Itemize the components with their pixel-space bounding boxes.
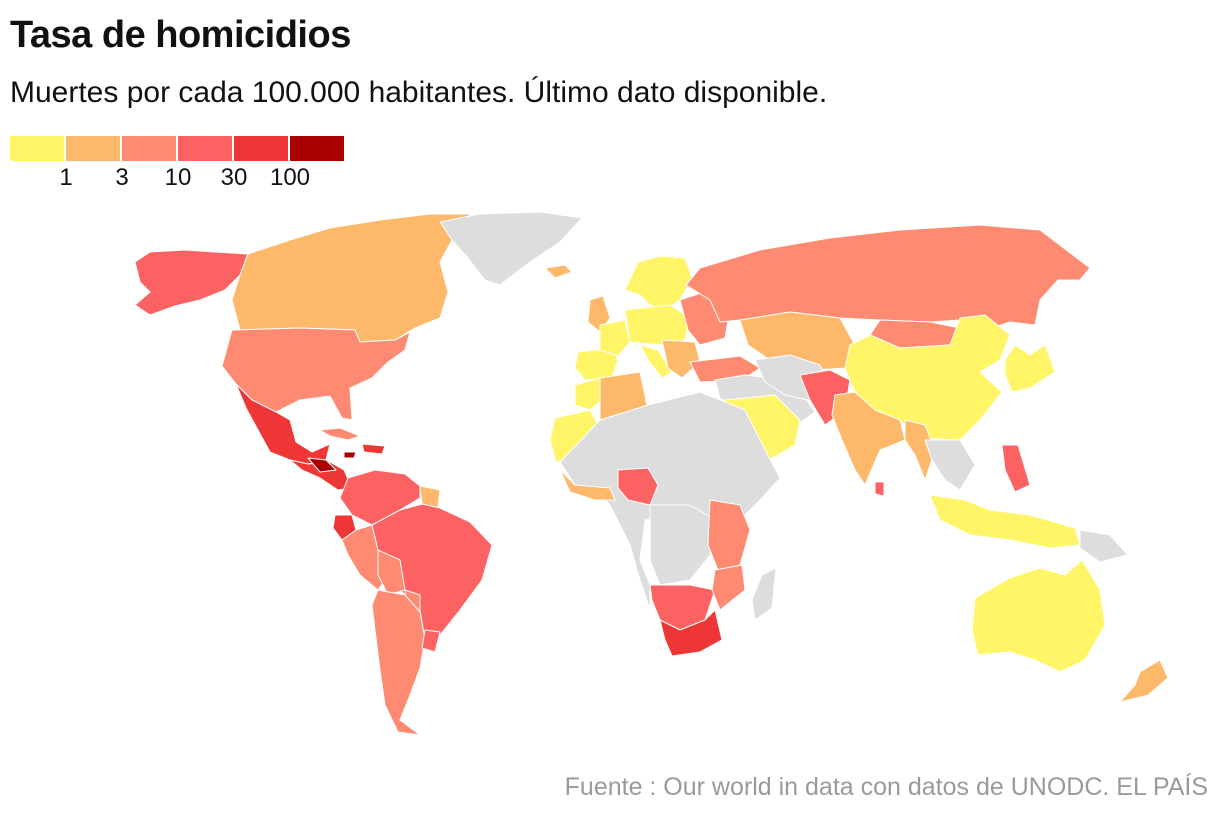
region-india xyxy=(831,391,906,486)
region-haiti-dr xyxy=(361,443,386,455)
region-argentina-chile xyxy=(371,589,426,736)
region-papua xyxy=(1079,529,1129,563)
legend-swatch xyxy=(290,136,344,161)
chart-title: Tasa de homicidios xyxy=(10,14,351,56)
region-south-africa xyxy=(659,609,723,657)
region-uruguay xyxy=(421,629,441,653)
region-myanmar xyxy=(904,419,936,481)
region-balkans xyxy=(661,339,701,379)
legend-swatch xyxy=(234,136,288,161)
legend-swatches xyxy=(10,136,350,161)
region-iceland xyxy=(544,264,573,279)
region-madagascar xyxy=(751,567,777,621)
region-central-africa xyxy=(649,504,713,586)
region-cuba xyxy=(319,427,361,441)
region-sri-lanka xyxy=(874,481,885,497)
region-southeast-asia xyxy=(924,439,976,491)
region-honduras xyxy=(307,457,337,473)
region-new-zealand xyxy=(1119,659,1169,703)
region-scandinavia xyxy=(624,255,693,311)
legend-label: 30 xyxy=(220,164,248,191)
region-philippines xyxy=(1001,444,1031,493)
legend-label: 100 xyxy=(269,164,311,191)
region-west-coast xyxy=(559,469,616,501)
legend-swatch xyxy=(178,136,232,161)
region-mexico xyxy=(235,383,331,465)
legend-swatch xyxy=(10,136,64,161)
legend-swatch xyxy=(66,136,120,161)
region-france xyxy=(599,319,631,357)
chart-subtitle: Muertes por cada 100.000 habitantes. Últ… xyxy=(10,76,828,109)
region-russia xyxy=(685,224,1091,331)
legend-label: 1 xyxy=(59,164,73,191)
region-jamaica xyxy=(343,451,357,459)
legend-label: 3 xyxy=(115,164,129,191)
source-note: Fuente : Our world in data con datos de … xyxy=(564,773,1208,801)
region-mozambique xyxy=(711,564,746,611)
region-greenland xyxy=(439,211,583,286)
legend-label: 10 xyxy=(164,164,192,191)
region-alaska xyxy=(134,249,249,316)
region-korea-japan xyxy=(1004,344,1056,393)
legend-swatch xyxy=(122,136,176,161)
region-australia xyxy=(971,559,1106,673)
region-bolivia xyxy=(377,549,406,596)
region-central-europe xyxy=(624,304,691,346)
region-venezuela-colombia xyxy=(339,469,421,526)
region-canada xyxy=(231,213,471,343)
region-indonesia xyxy=(929,494,1081,549)
region-italy xyxy=(639,344,673,379)
color-legend: 1 3 10 30 100 xyxy=(10,136,350,196)
world-map xyxy=(134,211,1169,736)
